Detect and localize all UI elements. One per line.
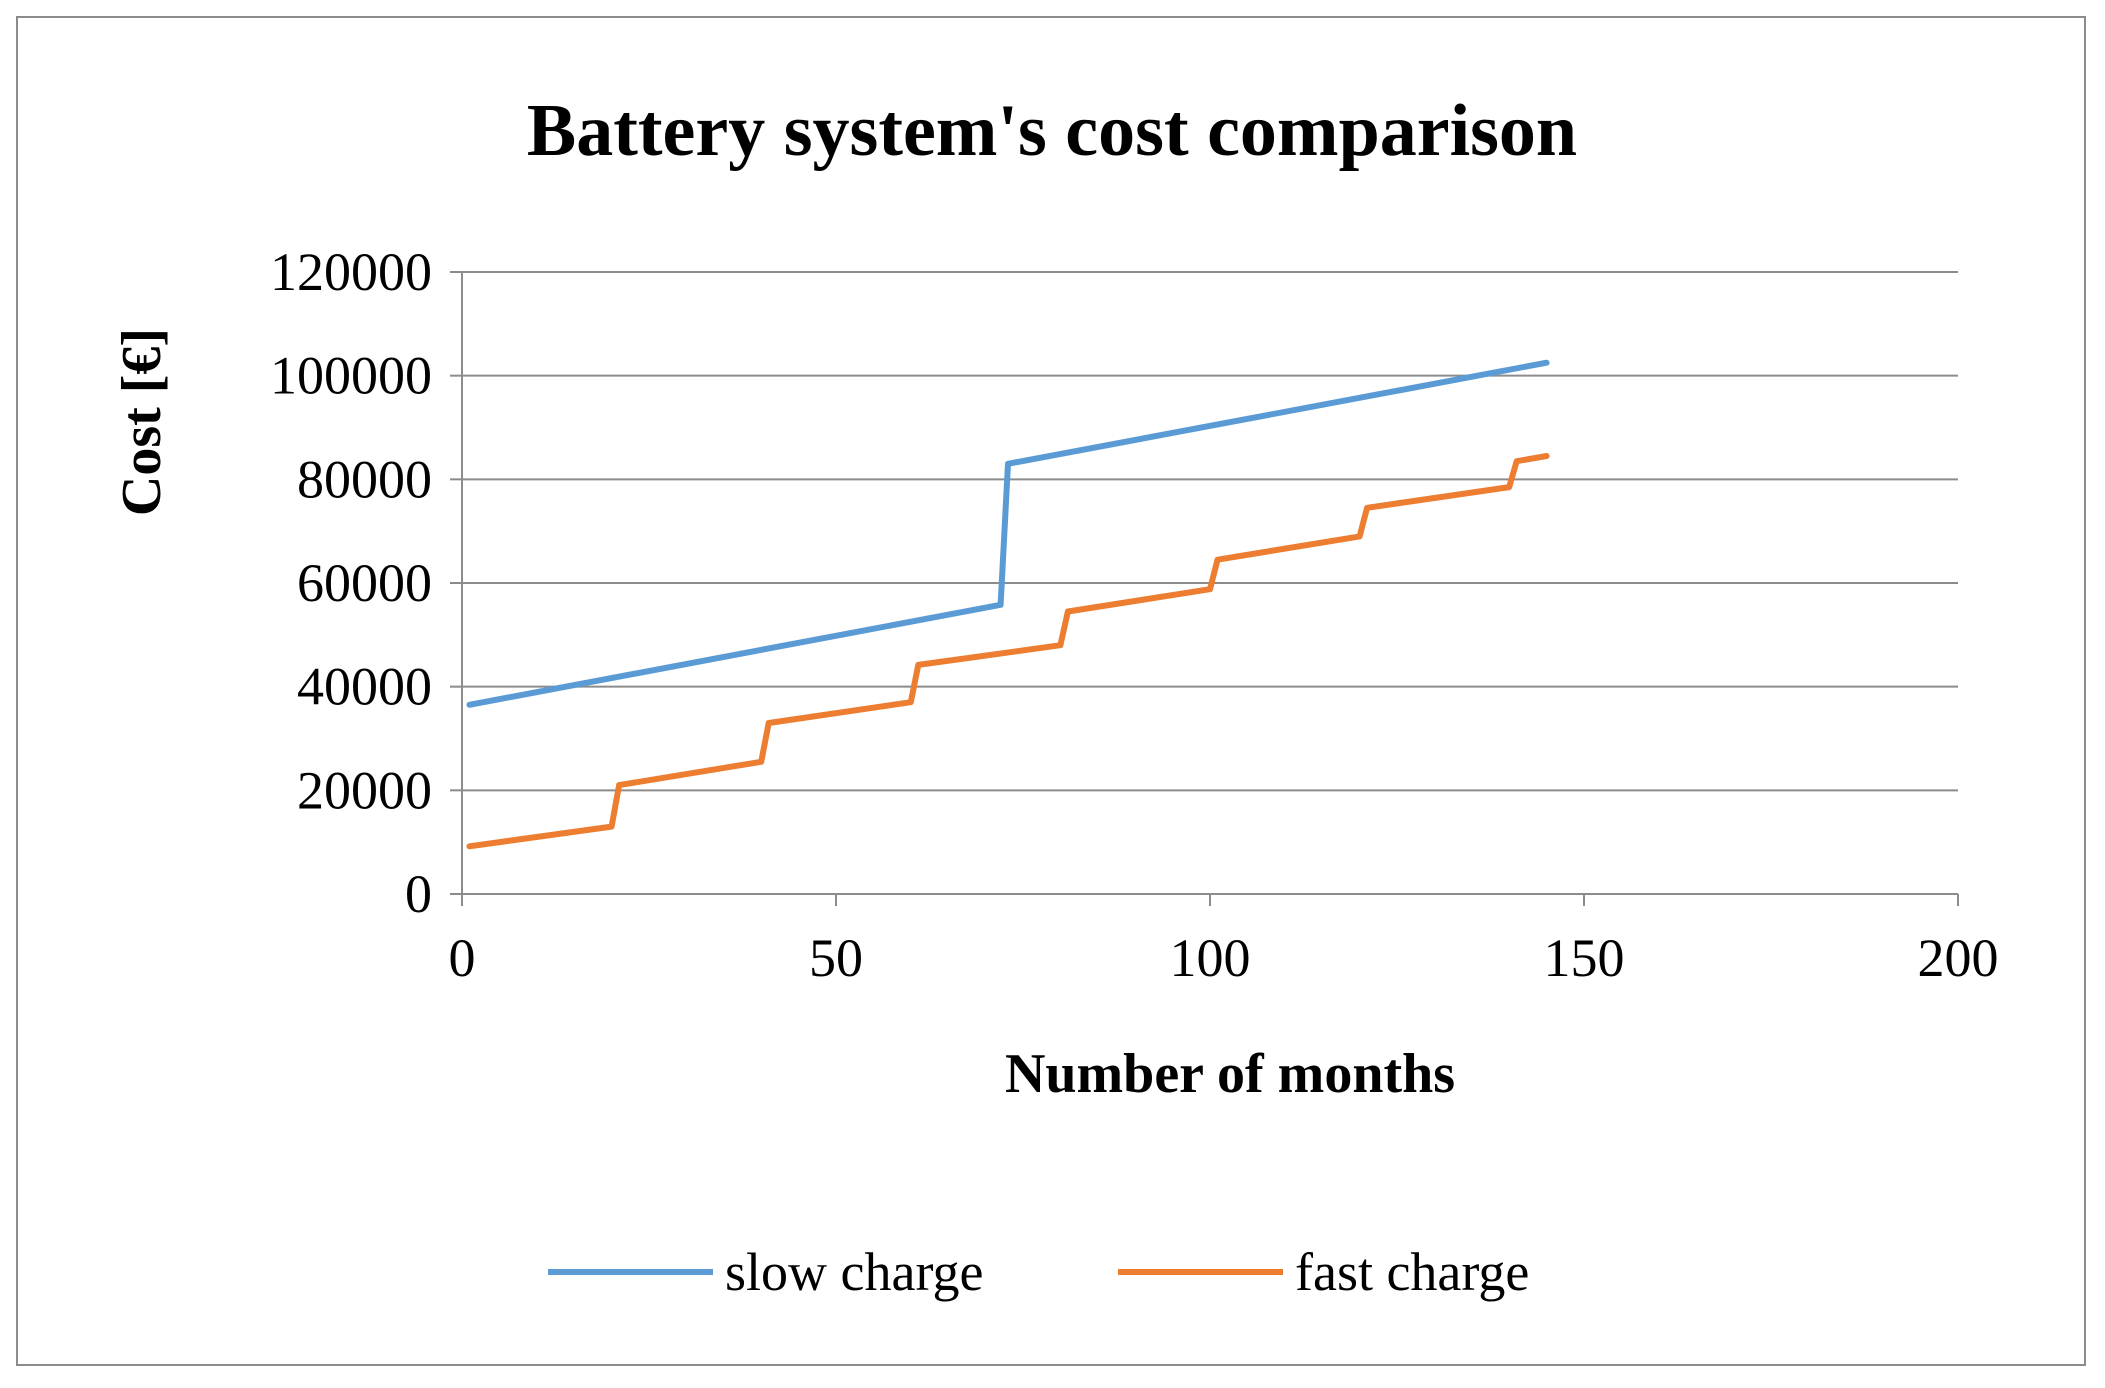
x-tick-label-150: 150 [1544,928,1625,988]
chart-title: Battery system's cost comparison [527,90,1577,172]
axes [450,271,1959,906]
x-tick-label-200: 200 [1918,928,1999,988]
y-tick-label-100000: 100000 [270,346,432,406]
y-tick-label-120000: 120000 [270,242,432,302]
y-tick-labels: 0 20000 40000 60000 80000 100000 120000 [270,242,432,924]
y-tick-label-40000: 40000 [297,657,432,717]
chart-frame [16,16,2086,1366]
y-axis-title: Cost [€] [111,328,173,516]
gridlines [462,271,1958,792]
legend: slow charge fast charge [548,1242,1529,1302]
y-tick-label-0: 0 [405,864,432,924]
legend-label-slow-charge: slow charge [725,1242,983,1302]
x-tick-labels: 0 50 100 150 200 [449,928,1999,988]
legend-label-fast-charge: fast charge [1295,1242,1529,1302]
series-line-fast-charge [466,453,1550,850]
x-tick-label-100: 100 [1170,928,1251,988]
x-tick-label-0: 0 [449,928,476,988]
y-tick-label-20000: 20000 [297,760,432,820]
series-line-slow-charge [466,359,1550,708]
series-lines [466,359,1550,850]
y-tick-label-80000: 80000 [297,449,432,509]
y-tick-label-60000: 60000 [297,553,432,613]
x-axis-title: Number of months [1005,1043,1455,1105]
x-tick-label-50: 50 [809,928,863,988]
